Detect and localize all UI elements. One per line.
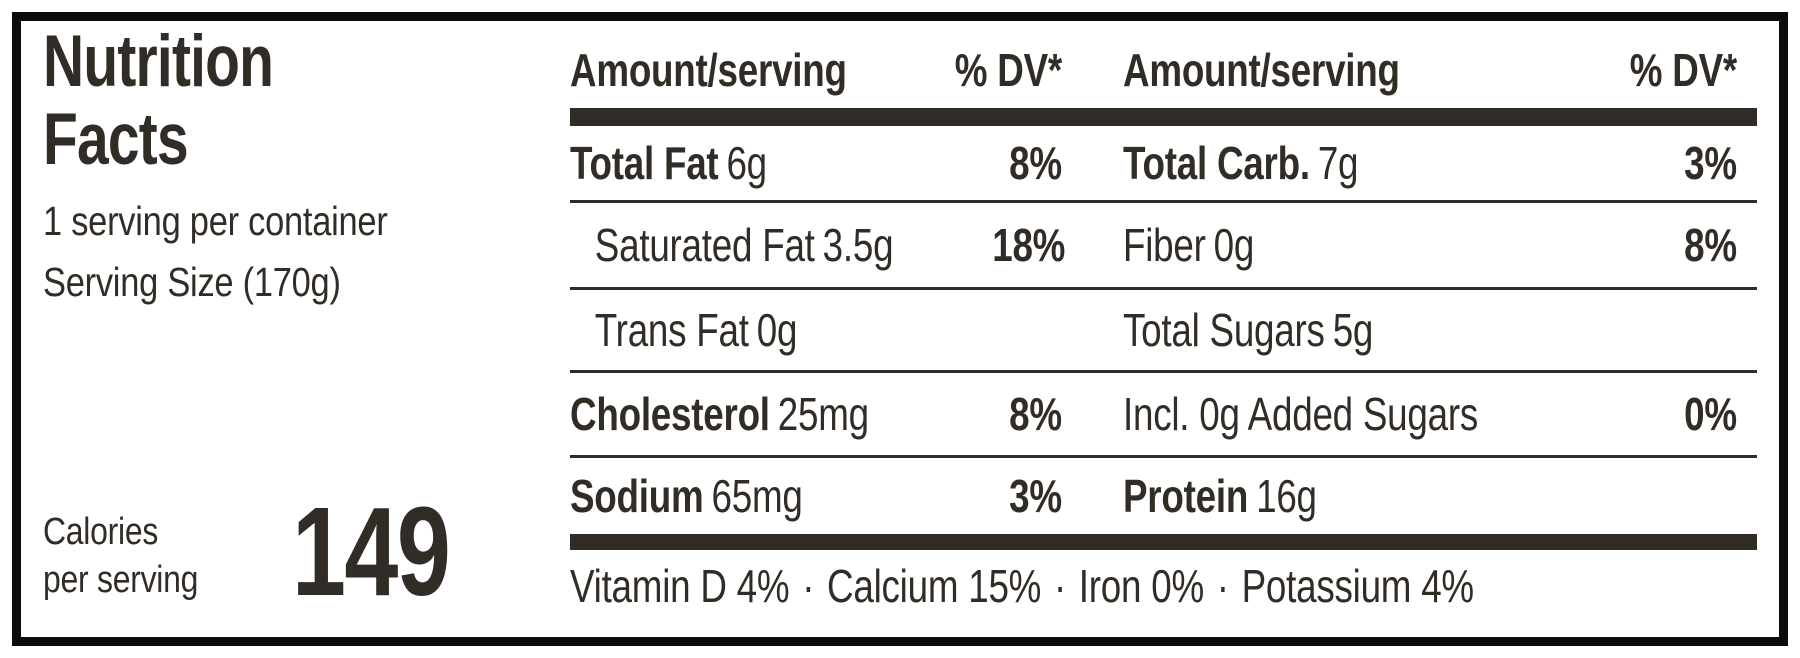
nutrient-dv: 8% (1009, 388, 1062, 440)
vitamins-minerals-row: Vitamin D 4% · Calcium 15% · Iron 0% · P… (570, 550, 1757, 634)
nutrient-amount: 6g (726, 137, 767, 189)
nutrient-name: Fiber (1123, 219, 1206, 271)
nutrient-amount: 65mg (711, 470, 803, 522)
serving-info: 1 serving per container Serving Size (17… (43, 191, 388, 313)
nutrient-cell-total-sugars: Total Sugars 5g (1123, 303, 1757, 357)
nutrient-cell-sodium: Sodium 65mg 3% (570, 469, 1062, 523)
table-row-sodium-protein: Sodium 65mg 3% Protein 16g (570, 458, 1757, 534)
nutrient-cell-trans-fat: Trans Fat 0g (570, 303, 1062, 357)
calories-value: 149 (292, 481, 451, 622)
nutrient-cell-cholesterol: Cholesterol 25mg 8% (570, 387, 1062, 441)
nutrient-dv: 8% (1009, 137, 1062, 189)
header-cell-left: Amount/serving % DV* (570, 43, 1062, 97)
iron-value: Iron 0% (1078, 560, 1204, 612)
nutrient-name: Total Sugars (1123, 304, 1325, 356)
table-row-satfat-fiber: Saturated Fat 3.5g 18% Fiber 0g 8% (570, 203, 1757, 290)
nutrient-name: Cholesterol (570, 388, 770, 440)
nutrient-name: Incl. 0g Added Sugars (1123, 388, 1479, 440)
nutrient-table: Amount/serving % DV* Amount/serving % DV… (570, 22, 1757, 634)
header-amount-serving-left: Amount/serving (570, 44, 847, 96)
nutrient-amount: 16g (1256, 470, 1317, 522)
nutrient-amount: 0g (756, 304, 798, 356)
header-percent-dv-right: % DV* (1629, 44, 1737, 96)
separator-dot: · (1053, 560, 1066, 612)
calcium-value: Calcium 15% (827, 560, 1042, 612)
nutrient-amount: 3.5g (822, 219, 894, 271)
nutrient-amount: 5g (1332, 304, 1374, 356)
nutrient-amount: 7g (1317, 137, 1359, 189)
header-percent-dv-left: % DV* (954, 44, 1062, 96)
nutrient-dv: 18% (992, 219, 1066, 271)
nutrient-cell-added-sugars: Incl. 0g Added Sugars 0% (1123, 387, 1757, 441)
separator-dot: · (1216, 560, 1229, 612)
label-title: Nutrition Facts (43, 21, 274, 180)
table-row-fat-carb: Total Fat 6g 8% Total Carb. 7g 3% (570, 126, 1757, 203)
servings-per-container: 1 serving per container (43, 198, 388, 244)
nutrient-name: Total Fat (570, 137, 719, 189)
separator-dot: · (802, 560, 815, 612)
header-amount-serving-right: Amount/serving (1123, 44, 1400, 96)
vitamin-d-value: Vitamin D 4% (570, 560, 790, 612)
nutrient-cell-fiber: Fiber 0g 8% (1123, 218, 1757, 272)
label-border (12, 12, 1788, 646)
table-row-cholesterol-addedsugars: Cholesterol 25mg 8% Incl. 0g Added Sugars… (570, 373, 1757, 458)
header-cell-right: Amount/serving % DV* (1123, 43, 1757, 97)
nutrient-cell-protein: Protein 16g (1123, 469, 1757, 523)
nutrient-name: Saturated Fat (594, 219, 815, 271)
nutrient-dv: 3% (1009, 470, 1062, 522)
nutrient-name: Trans Fat (594, 304, 749, 356)
calories-label-line2: per serving (43, 559, 199, 601)
nutrient-cell-saturated-fat: Saturated Fat 3.5g 18% (570, 218, 1066, 272)
footer-divider-bar (570, 534, 1757, 550)
nutrient-amount: 25mg (777, 388, 869, 440)
nutrient-name: Total Carb. (1123, 137, 1310, 189)
calories-label: Calories per serving (43, 508, 198, 604)
nutrient-name: Sodium (570, 470, 704, 522)
table-row-transfat-sugars: Trans Fat 0g Total Sugars 5g (570, 290, 1757, 373)
nutrient-dv: 0% (1684, 388, 1737, 440)
potassium-value: Potassium 4% (1241, 560, 1475, 612)
serving-size: Serving Size (170g) (43, 259, 341, 305)
nutrient-dv: 3% (1684, 137, 1737, 189)
nutrient-cell-total-fat: Total Fat 6g 8% (570, 136, 1062, 190)
nutrient-dv: 8% (1684, 219, 1737, 271)
calories-label-line1: Calories (43, 511, 159, 553)
nutrient-cell-total-carb: Total Carb. 7g 3% (1123, 136, 1757, 190)
nutrient-amount: 0g (1213, 219, 1255, 271)
header-divider-bar (570, 108, 1757, 126)
table-header-row: Amount/serving % DV* Amount/serving % DV… (570, 22, 1757, 108)
nutrient-name: Protein (1123, 470, 1249, 522)
